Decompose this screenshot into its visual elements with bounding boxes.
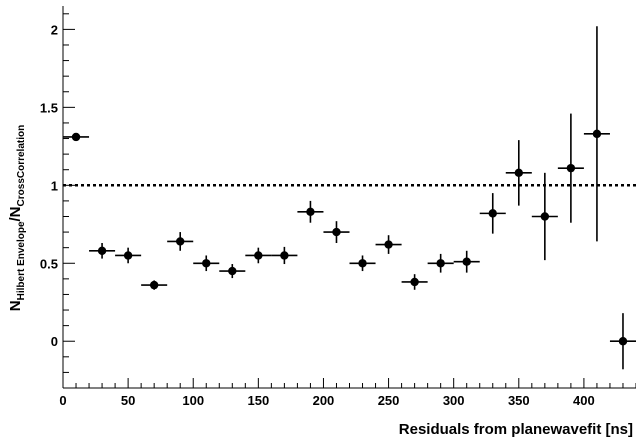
data-marker: [280, 251, 289, 260]
y-title-slash: /: [7, 216, 24, 221]
y-tick-label: 0.5: [40, 256, 58, 271]
x-tick-label: 300: [443, 393, 465, 408]
axis-ticks-layer: 0 50 100 150 200 250 300 350 400 0 0.5 1 1.5 2: [40, 13, 636, 408]
data-point: [609, 313, 636, 370]
data-marker: [306, 207, 315, 217]
data-marker: [540, 212, 550, 221]
data-point: [115, 247, 142, 264]
data-marker: [202, 259, 211, 268]
plot-frame: [62, 6, 636, 389]
data-marker: [332, 227, 341, 237]
y-title-sub2: CrossCorrelation: [16, 125, 27, 207]
data-marker: [176, 237, 185, 246]
y-tick-label: 1: [51, 178, 58, 193]
data-point: [479, 193, 506, 234]
x-tick-label: 400: [573, 393, 595, 408]
data-point: [557, 113, 584, 223]
data-marker: [384, 240, 393, 249]
data-point: [245, 247, 272, 264]
y-tick-label: 0: [51, 334, 58, 349]
data-point: [401, 274, 428, 290]
data-point: [167, 232, 194, 251]
data-marker: [123, 251, 133, 260]
x-tick-label: 200: [313, 393, 335, 408]
data-marker: [436, 259, 445, 268]
data-marker: [228, 266, 237, 276]
data-point: [141, 280, 168, 290]
data-point: [505, 140, 532, 206]
data-marker: [488, 209, 497, 218]
data-point: [297, 200, 324, 223]
x-tick-label: 100: [182, 393, 204, 408]
data-point: [349, 255, 376, 272]
data-marker: [97, 246, 107, 255]
data-marker: [149, 280, 159, 290]
y-title-n1: N: [7, 300, 24, 311]
data-point: [583, 26, 610, 242]
data-point: [63, 132, 90, 142]
y-axis-title: NHilbert Envelope/NCrossCorrelation: [7, 125, 27, 311]
data-point: [323, 221, 350, 243]
data-point: [89, 242, 116, 259]
data-point: [531, 172, 558, 261]
data-marker: [71, 132, 81, 142]
data-point: [193, 255, 220, 272]
x-tick-label: 150: [247, 393, 269, 408]
data-point: [453, 250, 480, 273]
data-marker: [410, 277, 419, 287]
data-point: [427, 253, 454, 273]
x-tick-label: 0: [59, 393, 66, 408]
x-axis-title: Residuals from planewavefit [ns]: [399, 421, 633, 438]
data-point: [271, 246, 298, 265]
data-marker: [462, 257, 471, 266]
x-tick-label: 50: [121, 393, 135, 408]
y-tick-label: 2: [51, 22, 58, 37]
x-tick-label: 250: [378, 393, 400, 408]
data-marker: [514, 168, 523, 178]
data-marker: [618, 337, 628, 346]
y-tick-label: 1.5: [40, 100, 58, 115]
data-marker: [566, 163, 576, 173]
data-marker: [254, 251, 263, 260]
data-points-layer: [63, 26, 636, 370]
y-title-sub1: Hilbert Envelope: [16, 221, 27, 300]
y-title-n2: N: [7, 206, 24, 217]
data-marker: [358, 259, 367, 268]
x-tick-label: 350: [508, 393, 530, 408]
data-marker: [592, 129, 602, 139]
data-point: [375, 235, 402, 254]
data-point: [219, 264, 246, 279]
